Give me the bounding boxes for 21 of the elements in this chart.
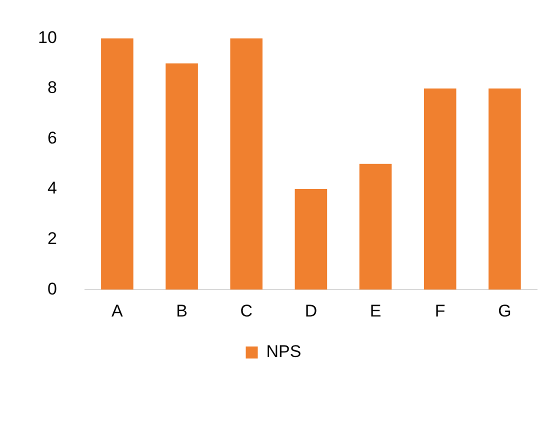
bar: [488, 88, 521, 290]
x-tick-label: D: [304, 301, 318, 320]
bar: [101, 38, 134, 290]
x-tick-label: E: [370, 301, 382, 320]
y-tick-label: 4: [47, 178, 57, 198]
x-tick-label: A: [112, 301, 124, 320]
legend-label: NPS: [266, 342, 302, 362]
y-tick-label: 2: [47, 229, 57, 248]
y-tick-label: 6: [47, 128, 57, 148]
bar: [230, 38, 263, 290]
x-tick-label: C: [240, 301, 253, 320]
bar: [359, 164, 392, 290]
y-tick-label: 10: [38, 28, 57, 47]
bar: [294, 189, 328, 290]
x-tick-label: B: [176, 301, 188, 320]
y-tick-label: 8: [47, 78, 57, 98]
y-tick-label: 0: [47, 279, 57, 298]
x-tick-label: G: [498, 301, 512, 320]
bar: [166, 63, 198, 290]
x-tick-label: F: [434, 301, 446, 320]
bar: [424, 88, 456, 290]
